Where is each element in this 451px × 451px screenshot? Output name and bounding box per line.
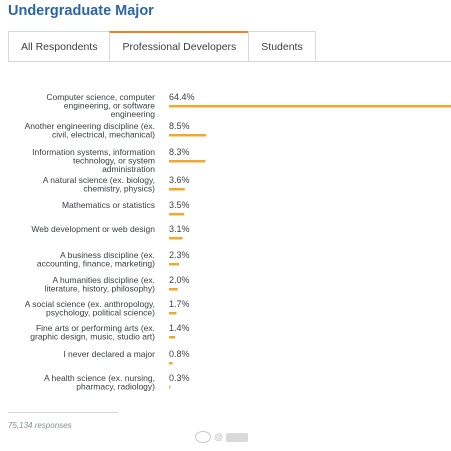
category-label: Mathematics or statistics [62,200,155,210]
category-label: Fine arts or performing arts (ex. graphic… [30,323,155,342]
watermark-text: @ [214,432,224,442]
category-label: Information systems, information technolo… [32,147,155,174]
category-label: A humanities discipline (ex. literature, … [45,275,156,294]
value-label: 3.1% [169,224,190,234]
category-label: Computer science, computer engineering, o… [46,92,155,119]
major-bar-chart: Computer science, computer engineering, o… [25,92,451,392]
value-label: 3.6% [169,175,190,185]
tab-students[interactable]: Students [248,31,316,62]
watermark-blurred-name [226,432,249,442]
value-label: 2.3% [169,250,190,260]
tab-divider [8,61,451,62]
value-label: 8.3% [169,147,190,157]
bar [169,288,178,291]
category-label: Another engineering discipline (ex. civil… [25,121,156,140]
weibo-logo-icon [195,431,211,443]
bar [169,160,206,163]
bar [169,386,171,389]
bar [169,336,176,339]
category-label: I never declared a major [63,349,155,359]
tab-all-respondents[interactable]: All Respondents [8,31,111,62]
category-label: A business discipline (ex. accounting, fi… [37,250,155,269]
bar [169,312,177,315]
bar [169,263,180,266]
bar [169,237,183,240]
footer-divider [8,412,118,413]
value-label: 3.5% [169,200,190,210]
category-label: A social science (ex. anthropology, psych… [25,299,155,318]
bar [169,134,207,137]
category-label: A health science (ex. nursing, pharmacy, … [44,373,155,392]
tab-professional-developers[interactable]: Professional Developers [109,31,250,62]
value-label: 8.5% [169,121,190,131]
bar [169,105,451,108]
value-label: 0.3% [169,373,190,383]
category-label: A natural science (ex. biology, chemistry… [43,175,155,194]
value-label: 1.7% [169,299,190,309]
tab-bar: All Respondents Professional Developers … [8,31,316,62]
value-label: 0.8% [169,349,190,359]
bar [169,362,173,365]
bar [169,188,185,191]
category-label: Web development or web design [31,224,155,234]
bar [169,213,185,216]
value-label: 1.4% [169,323,190,333]
value-label: 64.4% [169,92,195,102]
page-title: Undergraduate Major [8,3,154,19]
responses-count: 75,134 responses [8,421,72,430]
watermark: @ [195,431,249,443]
value-label: 2.0% [169,275,190,285]
